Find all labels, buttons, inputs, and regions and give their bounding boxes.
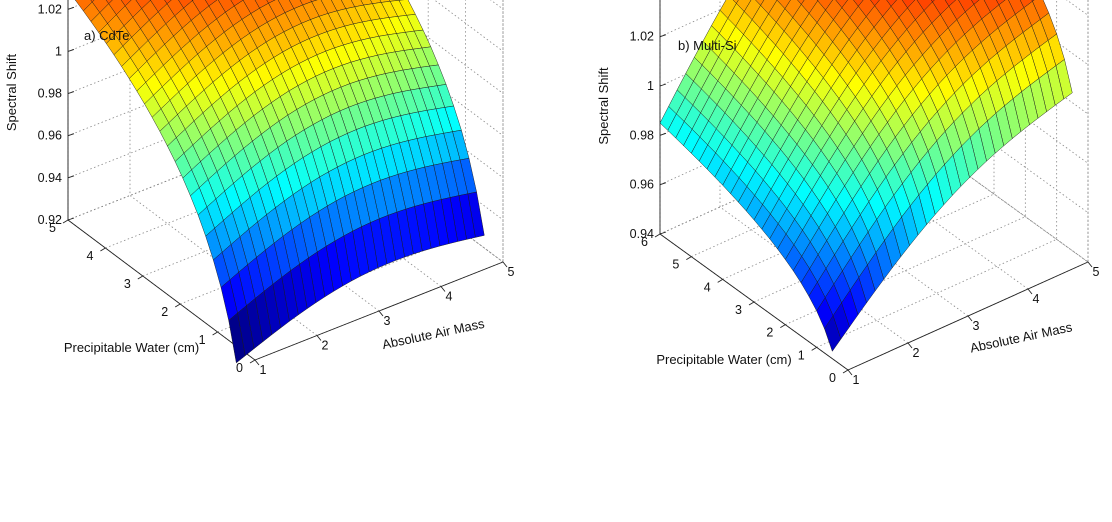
x-tick-label: 1 bbox=[853, 373, 860, 387]
z-tick-mark bbox=[659, 231, 667, 235]
z-tick-label: 1.02 bbox=[38, 2, 62, 16]
z-tick-mark bbox=[659, 182, 667, 186]
y-tick-mark bbox=[780, 324, 786, 329]
y-tick-mark bbox=[137, 275, 144, 280]
y-tick-label: 6 bbox=[641, 235, 648, 249]
y-tick-label: 2 bbox=[766, 326, 773, 340]
y-tick-label: 2 bbox=[161, 305, 168, 319]
surface-cell bbox=[164, 0, 172, 5]
x-tick-mark bbox=[1027, 288, 1033, 295]
z-tick-label: 0.96 bbox=[630, 178, 654, 192]
surface bbox=[659, 0, 1073, 352]
x-tick-mark bbox=[316, 335, 322, 341]
y-tick-mark bbox=[100, 247, 106, 252]
y-tick-label: 5 bbox=[672, 258, 679, 272]
surface-cell bbox=[732, 0, 739, 4]
y-tick-label: 0 bbox=[236, 361, 243, 375]
panel-multi-si: 0.940.960.9811.021.041.06123450123456Abs… bbox=[596, 0, 1100, 387]
surface bbox=[74, 0, 485, 364]
x-tick-mark bbox=[440, 286, 446, 292]
y-tick-mark bbox=[62, 219, 69, 224]
surface-cell bbox=[90, 0, 95, 3]
y-tick-label: 1 bbox=[199, 333, 206, 347]
surface-cell bbox=[853, 0, 864, 7]
surface-cell bbox=[886, 0, 897, 7]
z-tick-label: 0.92 bbox=[38, 213, 62, 227]
x-tick-label: 4 bbox=[446, 290, 453, 304]
surface-cell bbox=[228, 312, 246, 364]
z-tick-label: 1.02 bbox=[630, 30, 654, 44]
y-tick-label: 0 bbox=[829, 371, 836, 385]
y-tick-mark bbox=[249, 359, 256, 364]
y-axis-label: Precipitable Water (cm) bbox=[656, 352, 791, 367]
panel-cdte: 0.920.940.960.9811.021.041.0612345012345… bbox=[4, 0, 515, 377]
y-tick-label: 4 bbox=[86, 249, 93, 263]
y-tick-label: 3 bbox=[735, 303, 742, 317]
z-tick-mark bbox=[67, 217, 75, 221]
z-tick-mark bbox=[659, 34, 667, 38]
z-tick-label: 0.94 bbox=[38, 171, 62, 185]
surface-cell bbox=[824, 315, 842, 352]
y-tick-mark bbox=[748, 301, 755, 306]
surface-cell bbox=[797, 0, 805, 5]
y-tick-label: 1 bbox=[798, 348, 805, 362]
z-tick-mark bbox=[67, 175, 75, 179]
z-tick-mark bbox=[67, 6, 75, 10]
x-tick-label: 3 bbox=[973, 319, 980, 333]
y-tick-mark bbox=[842, 369, 849, 374]
x-tick-mark bbox=[1087, 261, 1093, 268]
x-tick-label: 2 bbox=[913, 346, 920, 360]
z-tick-label: 1 bbox=[647, 79, 654, 93]
x-tick-mark bbox=[967, 315, 973, 322]
y-tick-mark bbox=[654, 233, 661, 238]
x-tick-label: 5 bbox=[508, 265, 515, 279]
z-tick-label: 1 bbox=[55, 44, 62, 58]
x-tick-mark bbox=[907, 342, 913, 349]
panel-title: b) Multi-Si bbox=[678, 38, 737, 53]
z-tick-mark bbox=[659, 132, 667, 136]
x-tick-mark bbox=[254, 359, 260, 366]
y-tick-mark bbox=[174, 303, 181, 308]
x-tick-label: 5 bbox=[1093, 265, 1100, 279]
x-axis-label: Absolute Air Mass bbox=[969, 319, 1074, 355]
x-tick-label: 2 bbox=[322, 339, 329, 353]
x-tick-mark bbox=[378, 310, 384, 317]
y-tick-mark bbox=[212, 331, 218, 336]
y-tick-label: 5 bbox=[49, 221, 56, 235]
z-tick-label: 0.94 bbox=[630, 227, 654, 241]
y-tick-label: 4 bbox=[704, 280, 711, 294]
surface-cell bbox=[755, 0, 765, 6]
x-tick-mark bbox=[847, 369, 853, 376]
panel-title: a) CdTe bbox=[84, 28, 130, 43]
y-axis-label: Precipitable Water (cm) bbox=[64, 340, 199, 355]
x-tick-label: 3 bbox=[384, 314, 391, 328]
surface-cell bbox=[105, 0, 113, 5]
y-tick-mark bbox=[717, 278, 723, 283]
x-axis-label: Absolute Air Mass bbox=[381, 316, 486, 352]
y-tick-mark bbox=[686, 256, 692, 261]
z-tick-label: 0.98 bbox=[630, 128, 654, 142]
z-tick-label: 0.96 bbox=[38, 129, 62, 143]
z-tick-mark bbox=[67, 49, 75, 52]
y-tick-mark bbox=[811, 346, 817, 351]
z-axis-label: Spectral Shift bbox=[4, 53, 19, 131]
z-tick-mark bbox=[659, 83, 667, 87]
x-tick-mark bbox=[502, 261, 508, 268]
surface-cell bbox=[870, 0, 880, 7]
z-tick-mark bbox=[67, 91, 75, 94]
x-tick-label: 4 bbox=[1033, 292, 1040, 306]
z-tick-mark bbox=[67, 133, 75, 137]
z-tick-label: 0.98 bbox=[38, 87, 62, 101]
x-tick-label: 1 bbox=[260, 363, 267, 377]
z-axis-label: Spectral Shift bbox=[596, 67, 611, 145]
y-tick-label: 3 bbox=[124, 277, 131, 291]
